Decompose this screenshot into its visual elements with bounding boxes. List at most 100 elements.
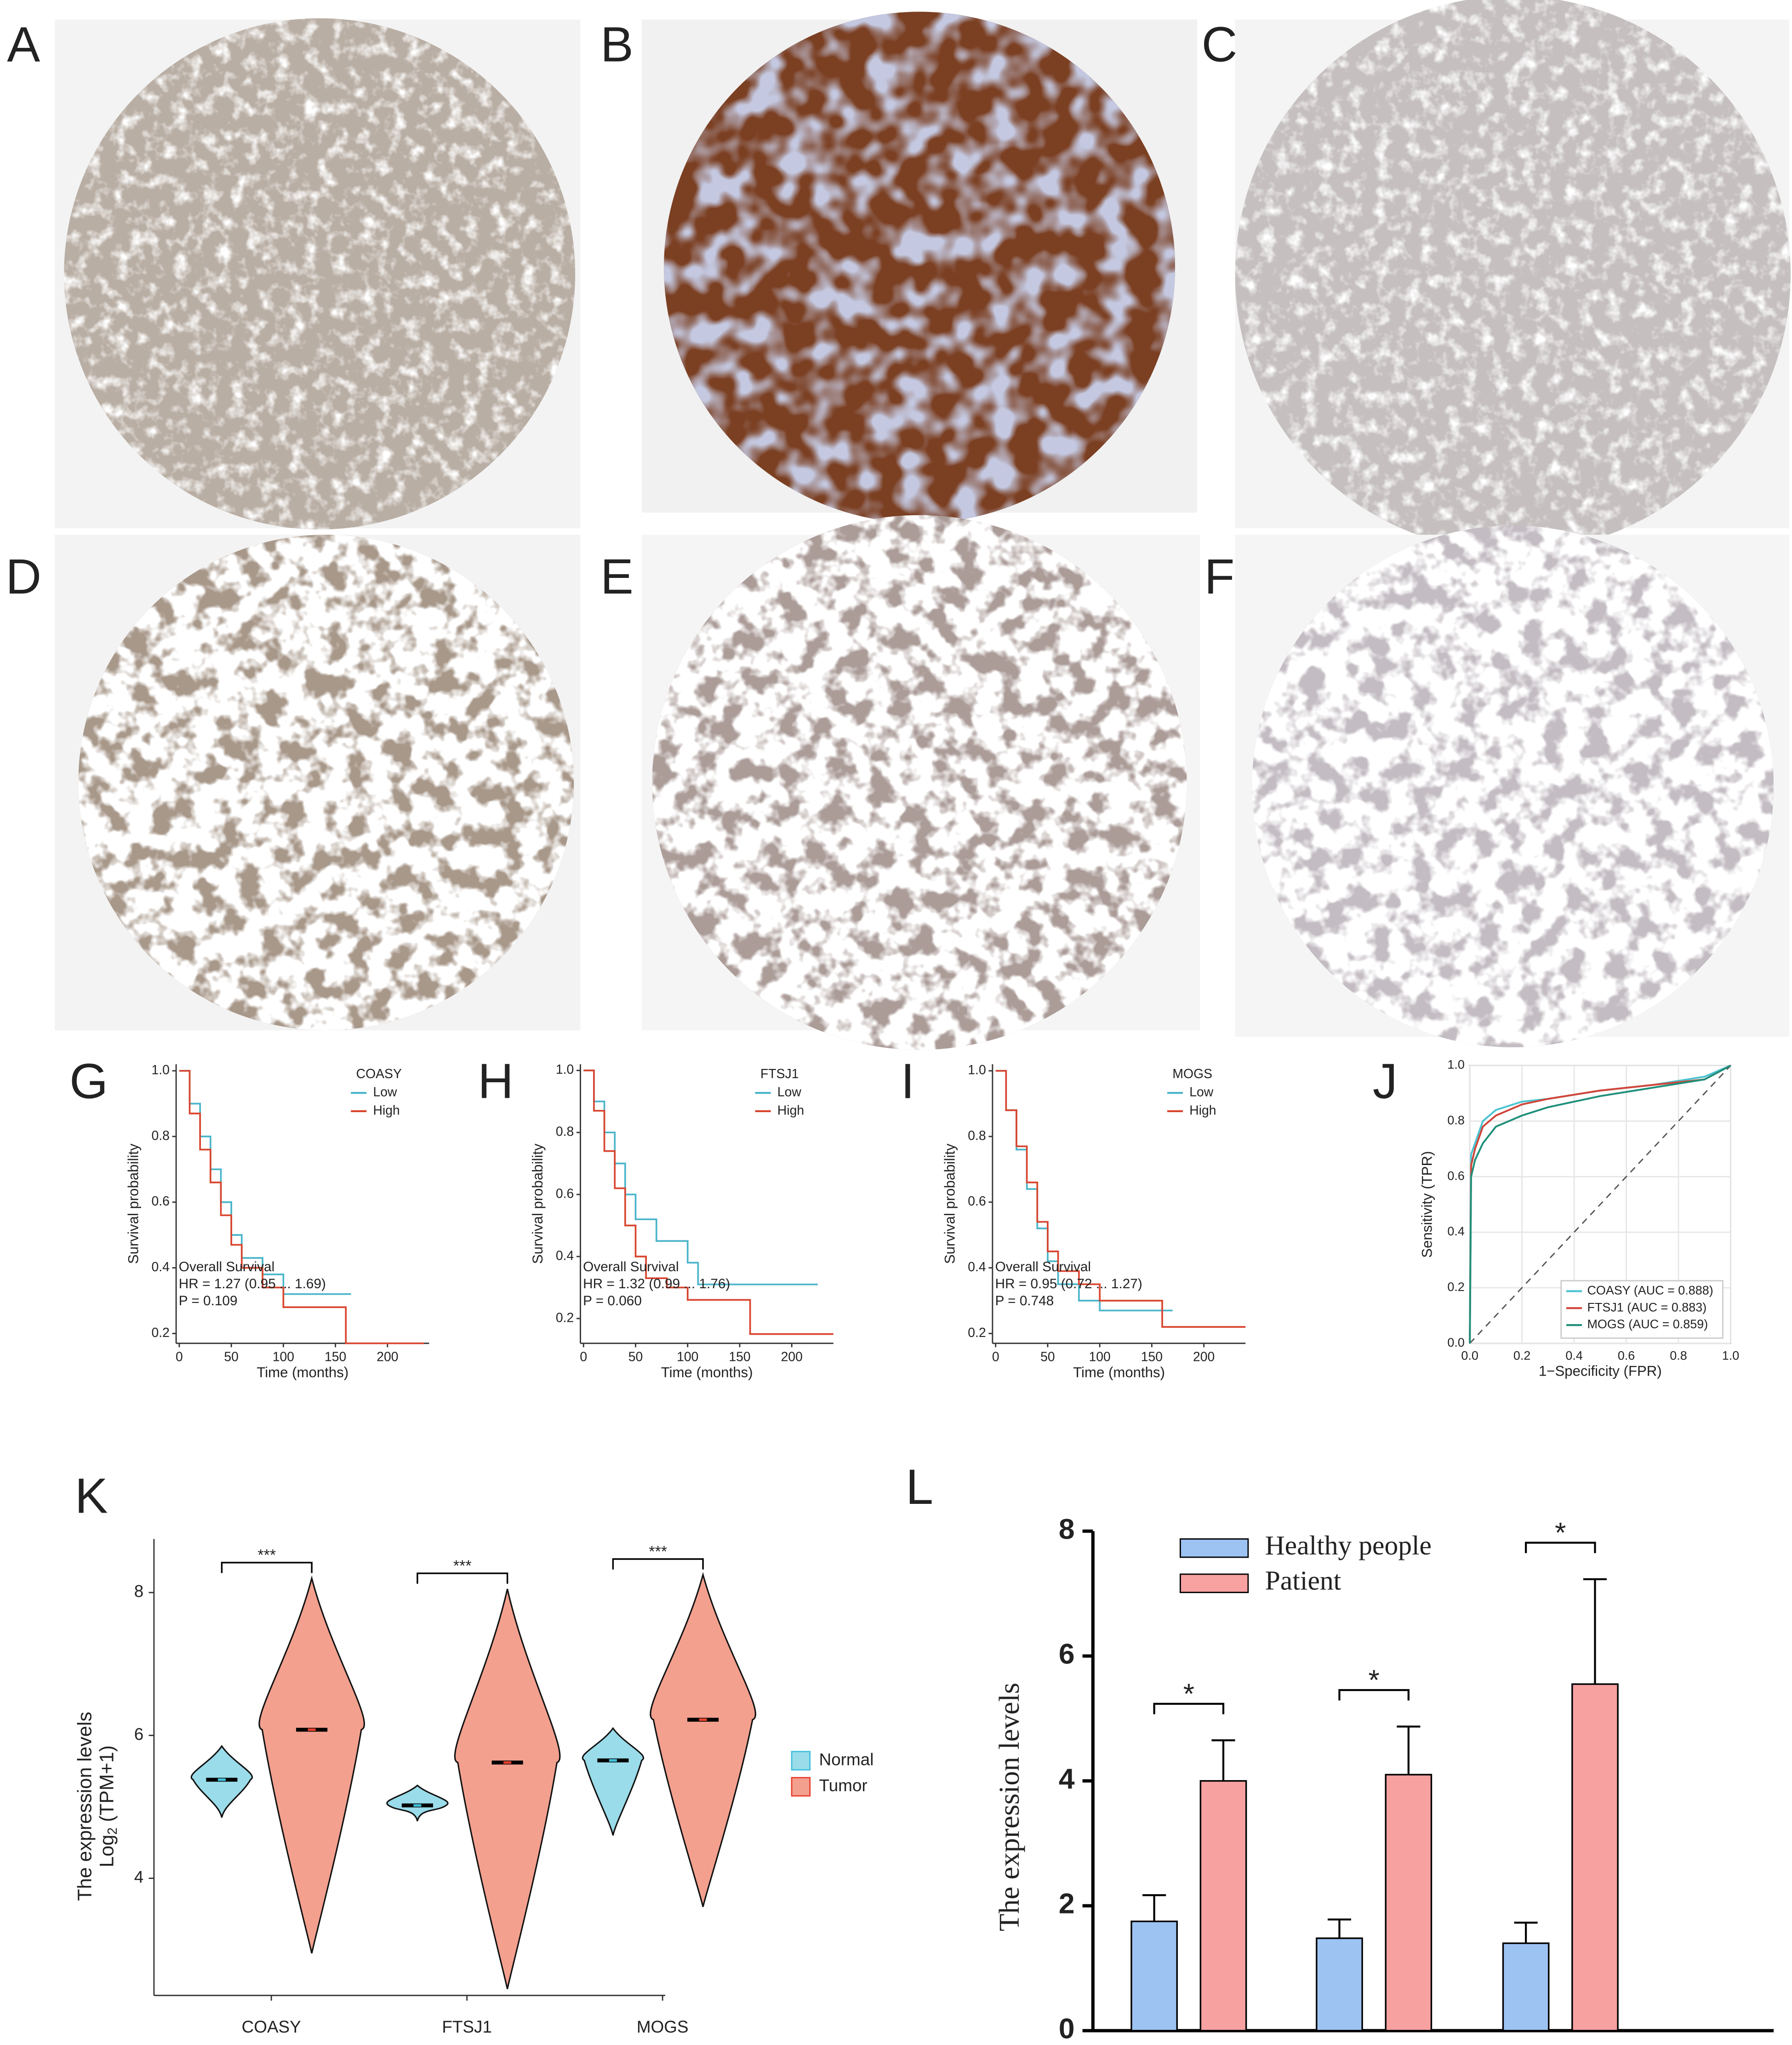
violin (582, 1727, 644, 1836)
y-tick-label: 0.2 (152, 1325, 170, 1340)
legend-title: FTSJ1 (760, 1067, 799, 1081)
unit-part: (TPM+1) (96, 1745, 118, 1827)
x-tick-label: 0 (580, 1350, 587, 1365)
legend-label: Low (1189, 1085, 1214, 1100)
panel-label: L (906, 1459, 933, 1514)
significance-label: *** (257, 1547, 276, 1564)
x-tick-label: 100 (1089, 1350, 1111, 1365)
y-tick-label: 4 (1059, 1763, 1075, 1795)
survival-curve (995, 1070, 1246, 1328)
x-tick-label: FTSJ1 (1328, 2042, 1416, 2045)
x-tick-label: 0.2 (1513, 1348, 1530, 1362)
annotation: HR = 1.32 (0.99 ... 1.76) (583, 1276, 730, 1291)
survival-curve (583, 1069, 818, 1285)
significance-bracket (612, 1558, 704, 1570)
legend-box (1560, 1280, 1724, 1339)
x-tick-label: 0.0 (1461, 1348, 1478, 1362)
significance-label: * (1183, 1678, 1194, 1710)
x-tick-label: MOGS (1509, 2042, 1607, 2045)
panel-label: D (6, 548, 41, 604)
panel-label: A (7, 16, 40, 72)
tissue-texture (64, 18, 576, 530)
y-axis-label: Survival probability (942, 1143, 958, 1264)
y-axis-label-line: The expression levels (74, 1712, 96, 1901)
annotation: Overall Survival (583, 1259, 679, 1274)
y-tick-label: 6 (1059, 1638, 1075, 1670)
tissue-texture (1235, 0, 1791, 552)
survival-curve (583, 1069, 833, 1335)
legend-label: MOGS (AUC = 0.859) (1587, 1317, 1708, 1331)
violin (258, 1575, 365, 1954)
x-tick-label: 200 (1193, 1350, 1215, 1365)
x-tick-label: 200 (781, 1350, 803, 1365)
y-axis-label: Survival probability (126, 1143, 142, 1264)
y-axis-label: Sensitivity (TPR) (1419, 1151, 1435, 1258)
legend-label: Low (777, 1085, 802, 1100)
legend-label: Healthy people (1265, 1530, 1432, 1560)
y-tick-label: 1.0 (556, 1062, 574, 1077)
significance-label: * (1369, 1664, 1380, 1696)
annotation: Overall Survival (995, 1259, 1091, 1274)
legend-label: Patient (1265, 1565, 1341, 1595)
tissue-texture (652, 515, 1187, 1050)
legend-label: COASY (AUC = 0.888) (1587, 1283, 1713, 1297)
x-tick-label: 0.4 (1565, 1348, 1582, 1362)
violin (650, 1572, 756, 1907)
y-tick-label: 0 (1059, 2013, 1075, 2045)
panel-label: J (1373, 1053, 1398, 1109)
y-tick-label: 8 (134, 1582, 144, 1601)
annotation: Overall Survival (179, 1259, 274, 1274)
x-axis-label: 1−Specificity (FPR) (1539, 1363, 1662, 1379)
survival-curve (179, 1070, 424, 1344)
y-tick-label: 1.0 (152, 1063, 170, 1078)
y-tick-label: 4 (134, 1868, 144, 1886)
y-axis-label: The expression levels (993, 1683, 1025, 1931)
bar (1502, 1942, 1550, 2032)
bar (1316, 1937, 1363, 2032)
y-tick-label: 0.6 (968, 1194, 986, 1209)
legend-label: Normal (819, 1750, 874, 1769)
significance-bracket (1525, 1542, 1596, 1554)
x-tick-label: 1.0 (1722, 1348, 1739, 1362)
x-tick-label: 0.6 (1618, 1348, 1635, 1362)
unit-subscript: 2 (105, 1828, 120, 1835)
significance-label: * (1555, 1517, 1566, 1549)
roc-curve (1469, 1064, 1731, 1343)
significance-bracket (417, 1572, 508, 1584)
panel-label: K (75, 1468, 108, 1524)
x-tick-label: 0 (176, 1350, 183, 1365)
roc-curve (1469, 1064, 1731, 1343)
violin (454, 1588, 561, 1989)
y-tick-label: 0.8 (152, 1128, 170, 1143)
violin (190, 1745, 253, 1818)
y-tick-label: 1.0 (1447, 1058, 1464, 1072)
y-tick-label: 0.6 (556, 1187, 574, 1201)
y-tick-label: 0.8 (1447, 1114, 1464, 1127)
panel-label: C (1202, 16, 1238, 72)
y-tick-label: 0.8 (968, 1128, 986, 1143)
x-tick-label: 50 (224, 1350, 239, 1365)
x-tick-label: 50 (1040, 1350, 1055, 1365)
x-tick-label: 200 (377, 1350, 398, 1365)
legend-label: FTSJ1 (AUC = 0.883) (1587, 1300, 1706, 1314)
x-axis-label: Time (months) (257, 1364, 348, 1380)
x-tick-label: 0.8 (1670, 1348, 1687, 1362)
y-tick-label: 2 (1059, 1888, 1075, 1920)
y-tick-label: 0.4 (1447, 1224, 1464, 1238)
annotation: HR = 1.27 (0.95 ... 1.69) (179, 1276, 326, 1291)
annotation: P = 0.060 (583, 1293, 642, 1308)
bar (1385, 1774, 1432, 2032)
x-tick-label: MOGS (637, 2017, 689, 2036)
y-tick-label: 0.6 (152, 1194, 170, 1209)
y-tick-label: 0.8 (556, 1125, 574, 1139)
unit-part: Log (96, 1835, 118, 1868)
y-tick-label: 0.2 (968, 1325, 986, 1340)
y-tick-label: 0.6 (1447, 1169, 1464, 1182)
bar (1199, 1780, 1247, 2032)
x-tick-label: 150 (325, 1350, 346, 1365)
panel-label: H (478, 1053, 514, 1109)
significance-bracket (221, 1562, 313, 1573)
y-tick-label: 0.2 (556, 1310, 574, 1325)
